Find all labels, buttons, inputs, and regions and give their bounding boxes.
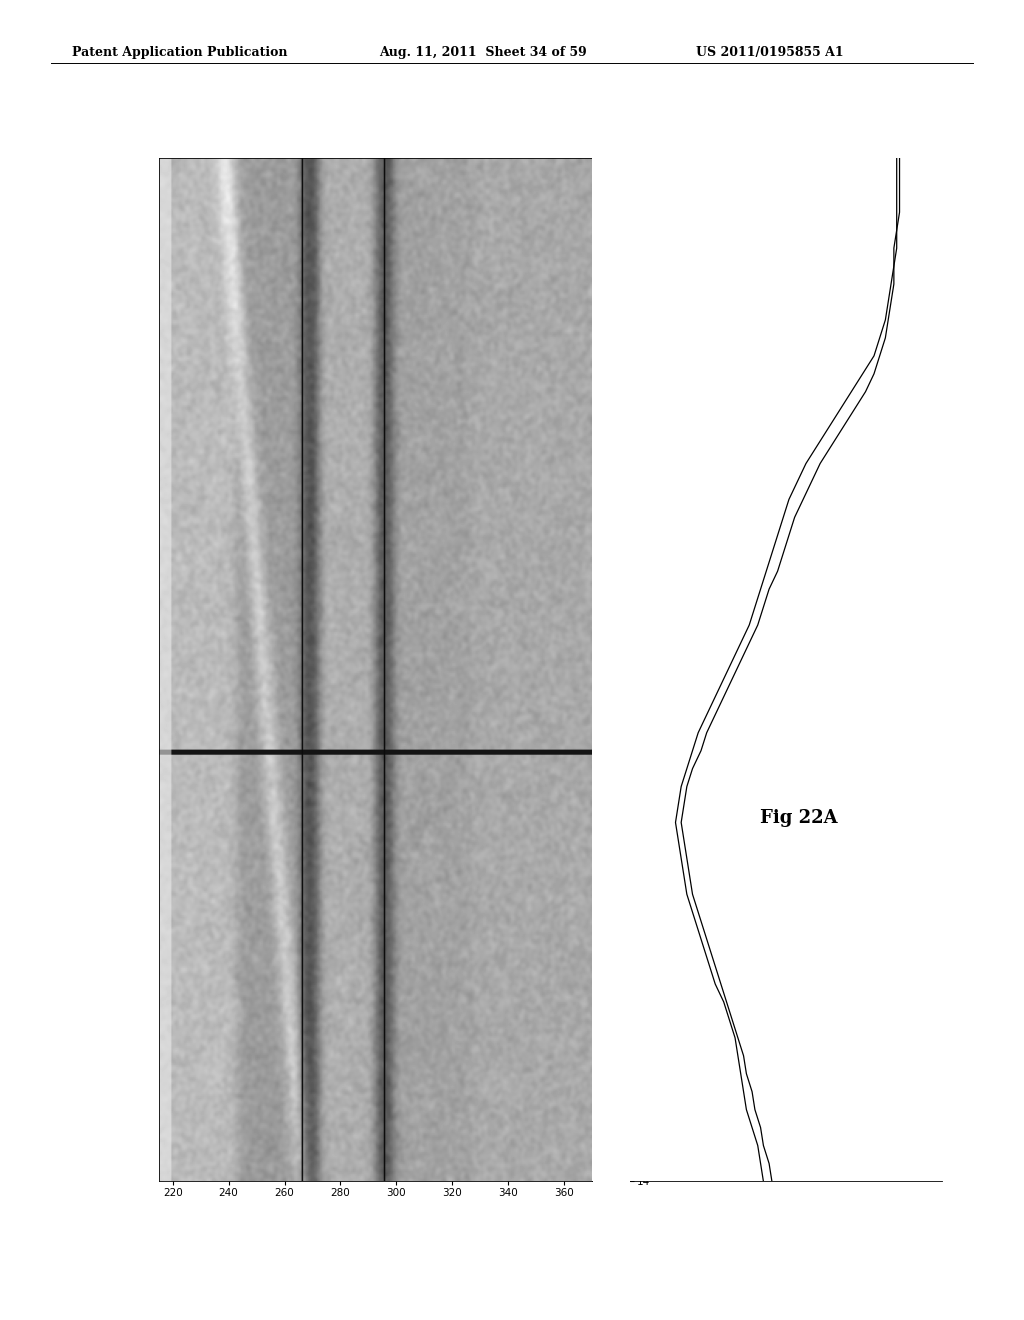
- Text: Aug. 11, 2011  Sheet 34 of 59: Aug. 11, 2011 Sheet 34 of 59: [379, 46, 587, 59]
- Text: Patent Application Publication: Patent Application Publication: [72, 46, 287, 59]
- Text: US 2011/0195855 A1: US 2011/0195855 A1: [696, 46, 844, 59]
- Text: Fig 22A: Fig 22A: [760, 809, 838, 828]
